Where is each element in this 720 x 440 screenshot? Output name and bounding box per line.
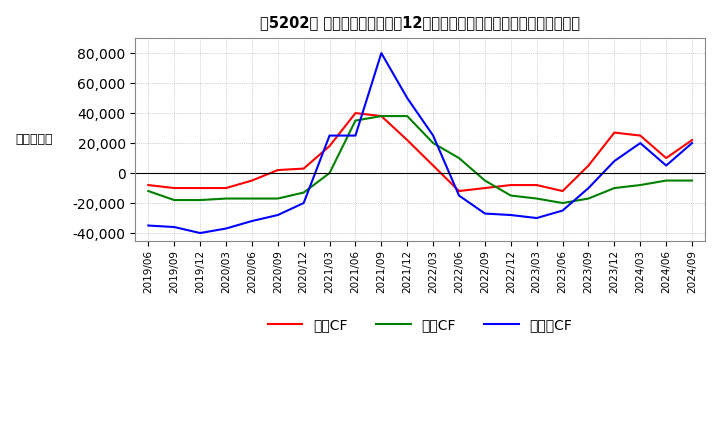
投資CF — [506, 193, 515, 198]
営業CF — [170, 185, 179, 191]
営業CF — [610, 130, 618, 135]
Title: ［5202］ キャッシュフローの12か月移動合計の対前年同期増減額の推移: ［5202］ キャッシュフローの12か月移動合計の対前年同期増減額の推移 — [260, 15, 580, 30]
フリーCF — [300, 200, 308, 205]
Line: 投資CF: 投資CF — [148, 116, 692, 203]
投資CF — [636, 183, 644, 188]
営業CF — [480, 185, 489, 191]
営業CF — [222, 185, 230, 191]
投資CF — [351, 118, 360, 123]
投資CF — [558, 200, 567, 205]
投資CF — [170, 198, 179, 203]
営業CF — [558, 188, 567, 194]
営業CF — [196, 185, 204, 191]
営業CF — [506, 183, 515, 188]
営業CF — [144, 183, 153, 188]
フリーCF — [403, 95, 412, 101]
フリーCF — [377, 51, 386, 56]
フリーCF — [274, 213, 282, 218]
投資CF — [429, 140, 438, 146]
営業CF — [403, 137, 412, 143]
Line: フリーCF: フリーCF — [148, 53, 692, 233]
営業CF — [248, 178, 256, 183]
投資CF — [662, 178, 670, 183]
フリーCF — [455, 193, 464, 198]
投資CF — [222, 196, 230, 201]
営業CF — [455, 188, 464, 194]
営業CF — [662, 155, 670, 161]
営業CF — [532, 183, 541, 188]
投資CF — [377, 114, 386, 119]
フリーCF — [688, 140, 696, 146]
フリーCF — [351, 133, 360, 138]
投資CF — [325, 170, 334, 176]
営業CF — [688, 137, 696, 143]
投資CF — [688, 178, 696, 183]
投資CF — [584, 196, 593, 201]
フリーCF — [196, 231, 204, 236]
投資CF — [196, 198, 204, 203]
フリーCF — [170, 224, 179, 230]
フリーCF — [480, 211, 489, 216]
投資CF — [480, 178, 489, 183]
フリーCF — [144, 223, 153, 228]
営業CF — [636, 133, 644, 138]
営業CF — [584, 163, 593, 168]
フリーCF — [532, 216, 541, 221]
フリーCF — [429, 133, 438, 138]
営業CF — [377, 114, 386, 119]
投資CF — [532, 196, 541, 201]
フリーCF — [325, 133, 334, 138]
Y-axis label: （百万円）: （百万円） — [15, 133, 53, 146]
フリーCF — [636, 140, 644, 146]
営業CF — [351, 110, 360, 116]
Line: 営業CF: 営業CF — [148, 113, 692, 191]
フリーCF — [506, 213, 515, 218]
フリーCF — [222, 226, 230, 231]
投資CF — [610, 185, 618, 191]
投資CF — [248, 196, 256, 201]
フリーCF — [610, 158, 618, 164]
投資CF — [455, 155, 464, 161]
Legend: 営業CF, 投資CF, フリーCF: 営業CF, 投資CF, フリーCF — [262, 312, 578, 337]
投資CF — [403, 114, 412, 119]
営業CF — [325, 143, 334, 149]
投資CF — [300, 190, 308, 195]
フリーCF — [584, 185, 593, 191]
営業CF — [274, 167, 282, 172]
フリーCF — [662, 163, 670, 168]
投資CF — [274, 196, 282, 201]
投資CF — [144, 188, 153, 194]
フリーCF — [558, 208, 567, 213]
フリーCF — [248, 218, 256, 224]
営業CF — [300, 166, 308, 171]
営業CF — [429, 163, 438, 168]
